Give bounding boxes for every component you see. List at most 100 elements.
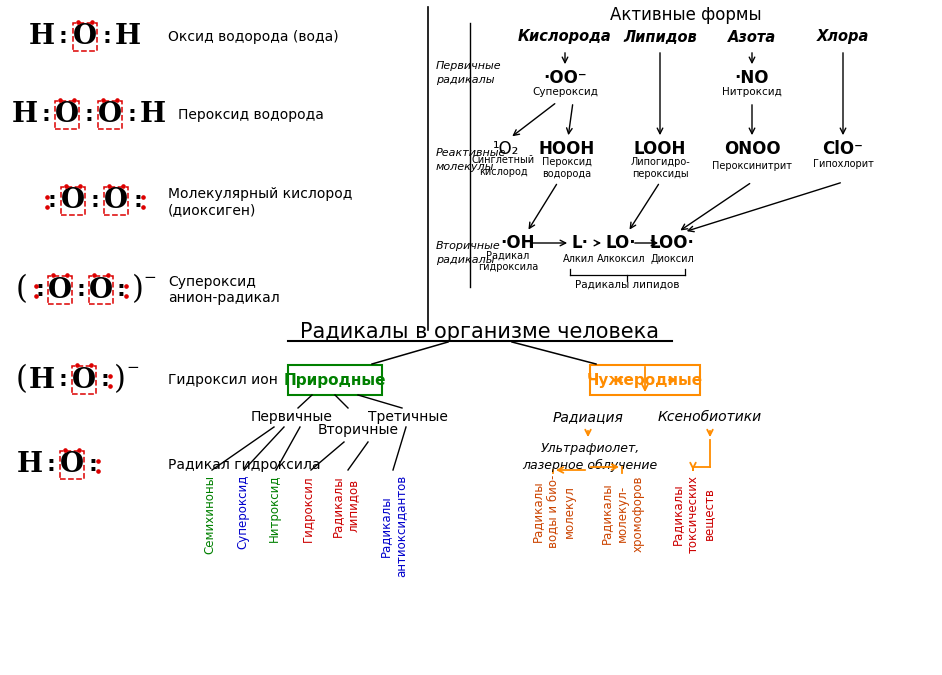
Text: :: : <box>134 191 142 211</box>
Text: ·OH: ·OH <box>500 234 534 252</box>
Text: :: : <box>85 105 93 125</box>
Text: LOOH: LOOH <box>634 140 686 158</box>
Text: :: : <box>46 455 56 475</box>
Text: L·: L· <box>572 234 589 252</box>
Text: H: H <box>115 24 141 51</box>
Text: Супероксид: Супероксид <box>532 87 598 97</box>
Text: O: O <box>104 188 128 215</box>
Text: Синглетный
кислород: Синглетный кислород <box>471 155 534 177</box>
Text: Радикалы
липидов: Радикалы липидов <box>331 475 360 537</box>
Text: :: : <box>36 280 44 300</box>
Text: O: O <box>60 452 84 479</box>
Text: Радикалы в организме человека: Радикалы в организме человека <box>300 322 659 342</box>
Bar <box>48 276 72 304</box>
Text: O: O <box>61 188 85 215</box>
Bar <box>60 451 84 479</box>
Text: Оксид водорода (вода): Оксид водорода (вода) <box>168 30 338 44</box>
Text: Пероксид
водорода: Пероксид водорода <box>542 157 592 179</box>
Text: ONOO: ONOO <box>723 140 780 158</box>
Text: −: − <box>126 360 139 375</box>
Text: Азота: Азота <box>728 30 776 45</box>
Bar <box>72 366 96 394</box>
Text: ClO⁻: ClO⁻ <box>822 140 864 158</box>
Text: Липогидро-
пероксиды: Липогидро- пероксиды <box>630 157 690 179</box>
Text: Пероксинитрит: Пероксинитрит <box>712 161 792 171</box>
Text: Радикалы
антиоксидантов: Радикалы антиоксидантов <box>379 475 408 577</box>
Text: ): ) <box>132 275 144 306</box>
Text: ¹O₂: ¹O₂ <box>493 140 519 158</box>
Text: Хлора: Хлора <box>817 30 869 45</box>
Text: :: : <box>41 105 51 125</box>
Text: ): ) <box>114 364 126 396</box>
Bar <box>590 365 700 395</box>
Text: Ультрафиолет,
лазерное облучение: Ультрафиолет, лазерное облучение <box>523 442 658 472</box>
Text: Гипохлорит: Гипохлорит <box>813 159 873 169</box>
Text: H: H <box>12 101 38 128</box>
Text: O: O <box>72 367 96 394</box>
Text: Кислорода: Кислорода <box>518 30 612 45</box>
Text: Гидроксил ион: Гидроксил ион <box>168 373 278 387</box>
Text: Нитроксид: Нитроксид <box>723 87 782 97</box>
Text: Активные формы: Активные формы <box>610 6 762 24</box>
Text: ·NO: ·NO <box>735 69 770 87</box>
Text: :: : <box>76 280 86 300</box>
Text: :: : <box>47 191 57 211</box>
Text: (: ( <box>16 364 28 396</box>
Text: Радикал
гидроксила: Радикал гидроксила <box>478 250 538 272</box>
Text: Липидов: Липидов <box>623 30 697 45</box>
Text: Третичные: Третичные <box>368 410 448 424</box>
Bar <box>104 187 128 215</box>
Text: Чужеродные: Чужеродные <box>587 373 703 387</box>
Text: Диоксил: Диоксил <box>650 254 694 264</box>
Text: LO·: LO· <box>606 234 636 252</box>
Bar <box>55 101 79 129</box>
Text: :: : <box>89 455 97 475</box>
Text: Радикалы
молекул-
хромофоров: Радикалы молекул- хромофоров <box>599 475 644 551</box>
Text: O: O <box>98 101 122 128</box>
Text: :: : <box>127 105 137 125</box>
Text: Гидроксил: Гидроксил <box>301 475 315 541</box>
Text: Первичные
радикалы: Первичные радикалы <box>436 61 502 84</box>
Text: :: : <box>101 370 109 390</box>
Text: (диоксиген): (диоксиген) <box>168 203 256 217</box>
Text: Вторичные: Вторичные <box>317 423 398 437</box>
Text: Радикалы липидов: Радикалы липидов <box>575 280 679 290</box>
Text: HOOH: HOOH <box>539 140 595 158</box>
Text: Реактивные
молекулы: Реактивные молекулы <box>436 148 507 171</box>
Text: :: : <box>117 280 125 300</box>
Bar <box>89 276 113 304</box>
Text: −: − <box>143 271 156 286</box>
Text: H: H <box>29 367 55 394</box>
Text: H: H <box>140 101 166 128</box>
Bar <box>73 23 97 51</box>
Text: :: : <box>58 370 68 390</box>
Bar <box>288 365 382 395</box>
Text: Радикалы
воды и био-
молекул: Радикалы воды и био- молекул <box>530 475 576 548</box>
Text: O: O <box>48 277 72 304</box>
Text: H: H <box>29 24 55 51</box>
Text: :: : <box>90 191 100 211</box>
Text: Ксенобиотики: Ксенобиотики <box>658 410 762 424</box>
Text: Радиация: Радиация <box>553 410 624 424</box>
Text: ·OO⁻: ·OO⁻ <box>544 69 587 87</box>
Text: Супероксид: Супероксид <box>236 475 250 549</box>
Bar <box>98 101 122 129</box>
Text: Супероксид: Супероксид <box>168 275 256 289</box>
Text: Молекулярный кислород: Молекулярный кислород <box>168 187 352 201</box>
Text: Алкил: Алкил <box>563 254 594 264</box>
Text: (: ( <box>16 275 28 306</box>
Text: LOO·: LOO· <box>650 234 694 252</box>
Text: :: : <box>103 27 111 47</box>
Text: O: O <box>55 101 79 128</box>
Text: Семихиноны: Семихиноны <box>203 475 217 554</box>
Text: Радикалы
токсических
веществ: Радикалы токсических веществ <box>671 475 716 553</box>
Text: O: O <box>73 24 97 51</box>
Text: Нитроксид: Нитроксид <box>268 475 281 543</box>
Text: Природные: Природные <box>284 373 386 387</box>
Text: Алкоксил: Алкоксил <box>596 254 645 264</box>
Text: Первичные: Первичные <box>252 410 333 424</box>
Text: анион-радикал: анион-радикал <box>168 291 280 305</box>
Bar <box>61 187 85 215</box>
Text: O: O <box>89 277 113 304</box>
Text: Вторичные
радикалы: Вторичные радикалы <box>436 242 501 265</box>
